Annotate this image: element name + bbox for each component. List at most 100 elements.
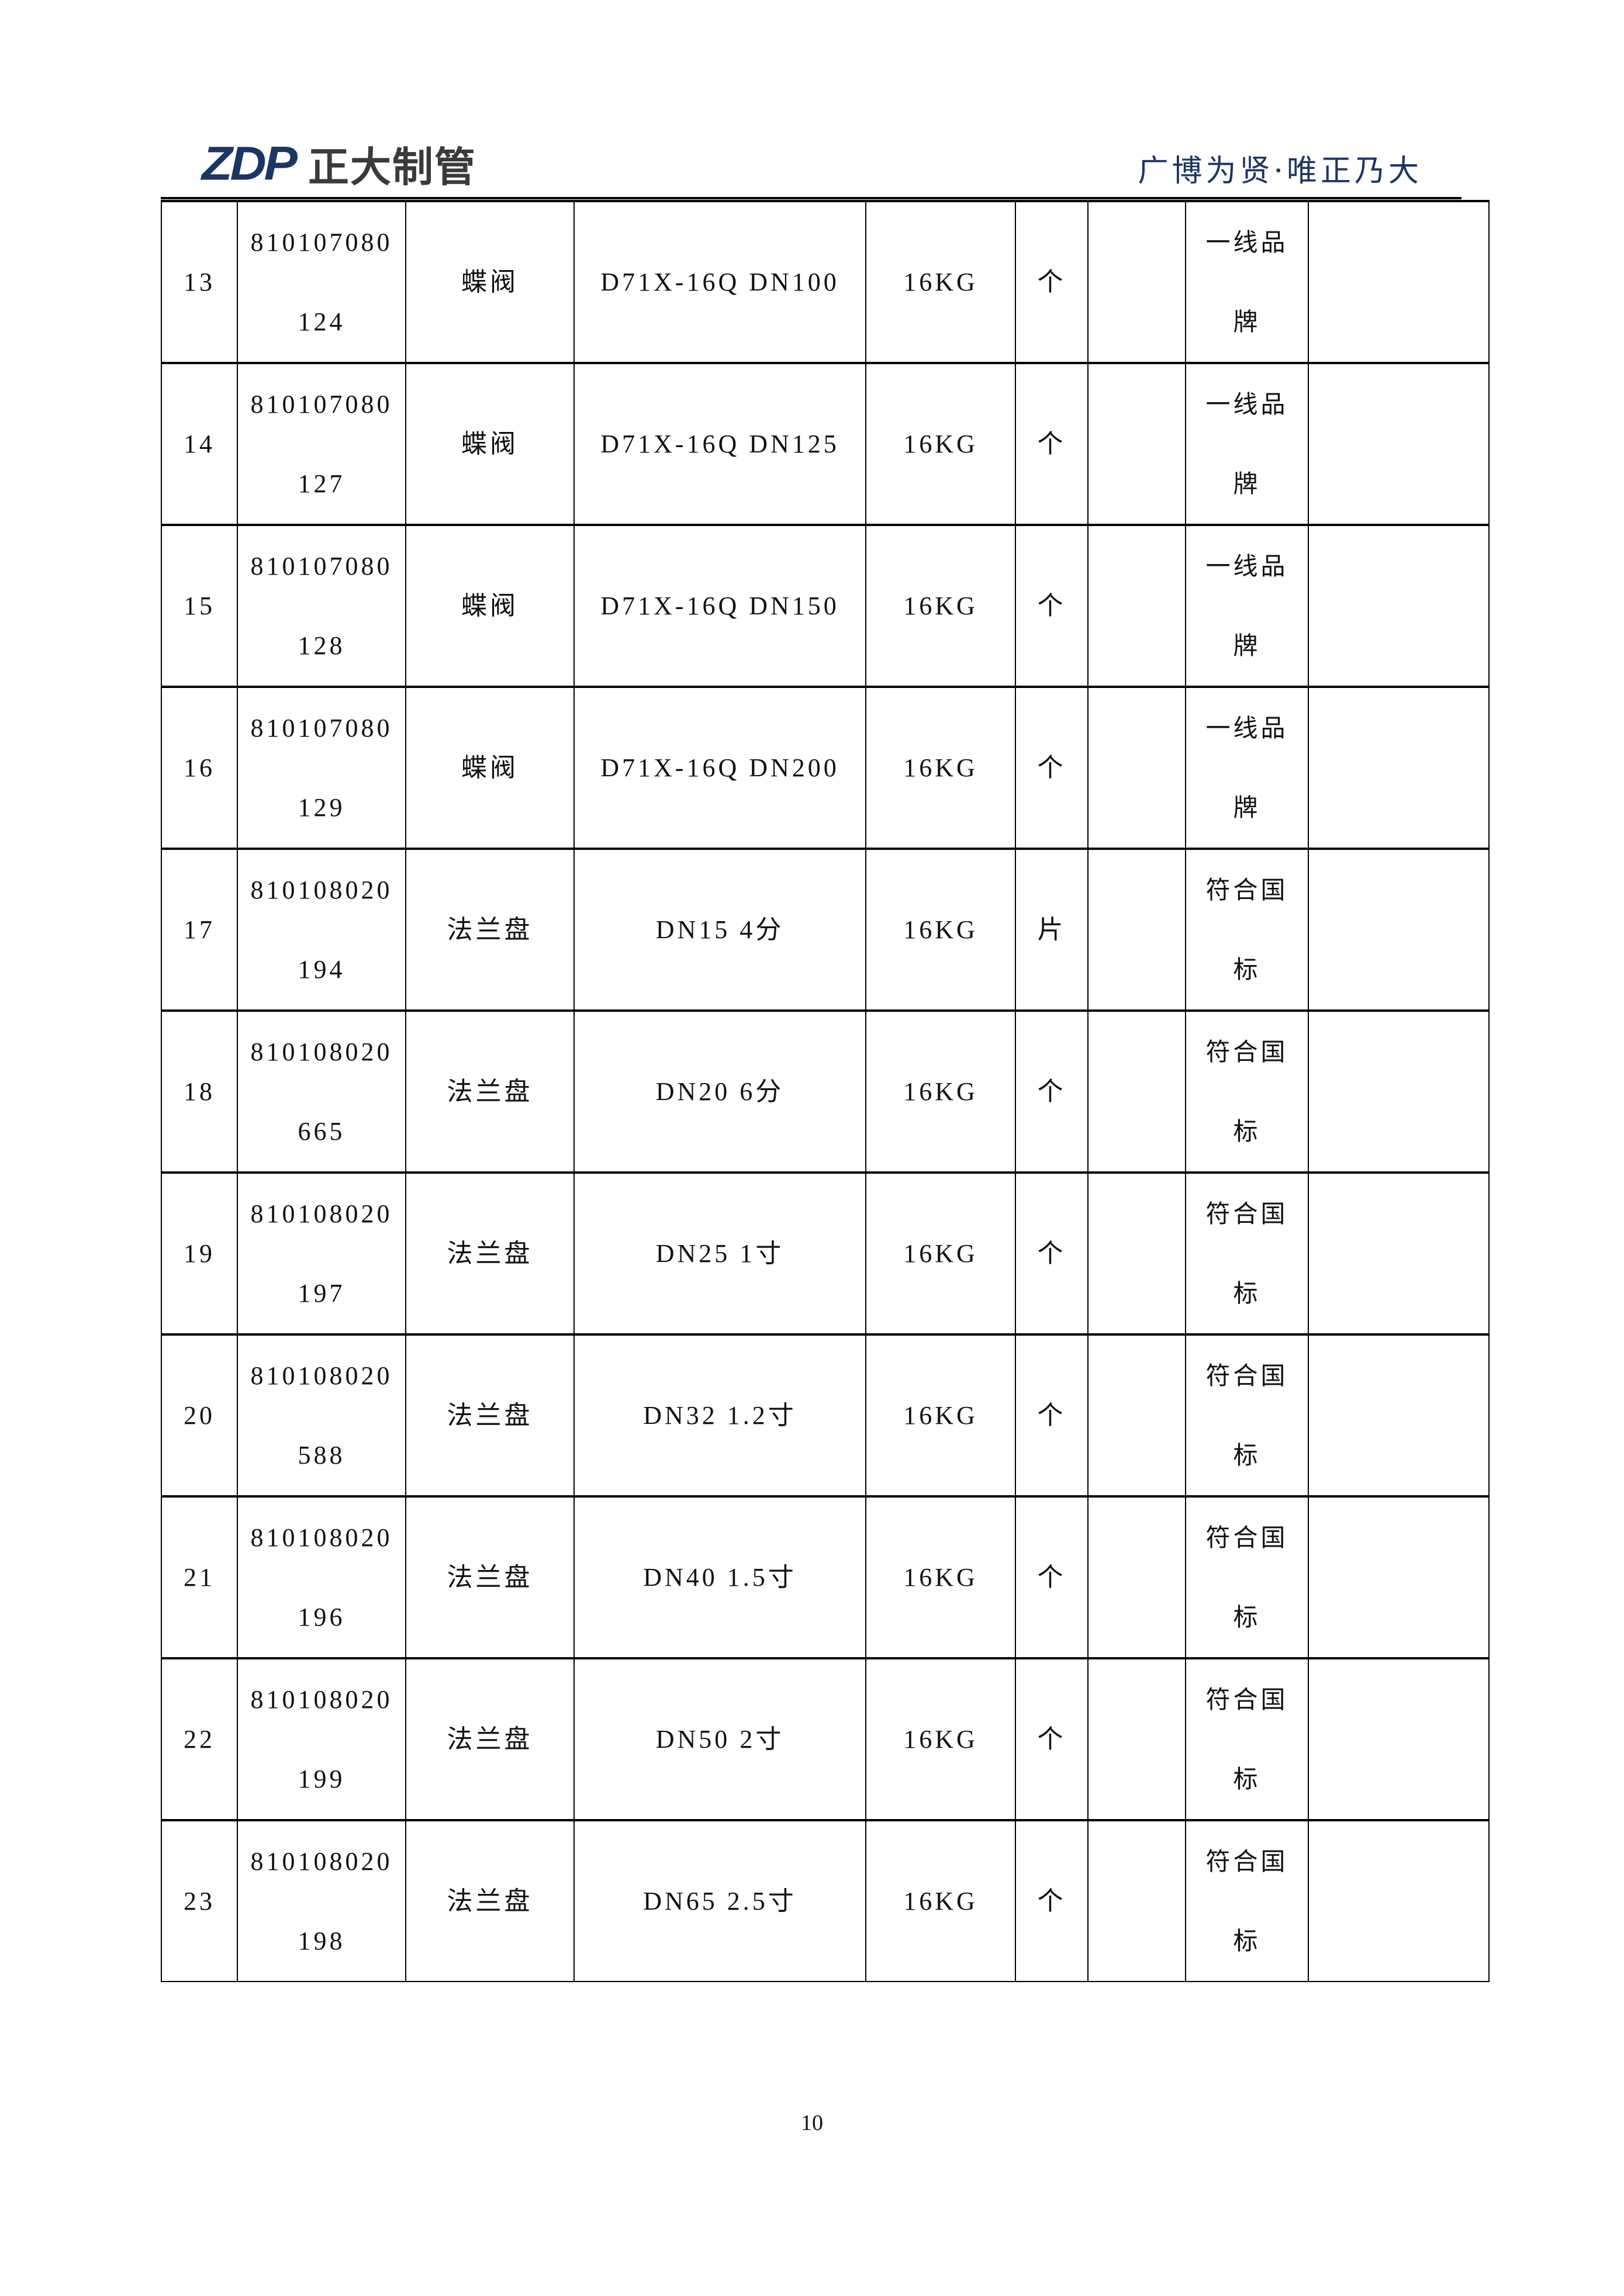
standard: 符合国标	[1185, 1820, 1309, 1982]
quantity	[1087, 848, 1186, 1011]
standard-line: 符合国	[1205, 1199, 1288, 1228]
standard: 符合国标	[1185, 1496, 1309, 1659]
standard: 符合国标	[1185, 1172, 1309, 1335]
company-logo: ZDP 正大制管	[202, 137, 476, 191]
quantity	[1087, 200, 1186, 364]
row-number: 22	[161, 1658, 238, 1821]
logo-text: 正大制管	[308, 143, 476, 191]
material-code-line: 124	[298, 307, 345, 336]
standard-line: 一线品	[1205, 389, 1288, 419]
table-row: 20 810108020 588 法兰盘 DN32 1.2寸 16KG 个符合国标	[161, 1334, 1490, 1497]
remarks	[1308, 1496, 1490, 1659]
material-code-line: 198	[298, 1926, 345, 1955]
table-row: 22 810108020 199 法兰盘 DN50 2寸 16KG 个符合国标	[161, 1658, 1490, 1821]
unit: 片	[1015, 848, 1089, 1011]
unit: 个	[1015, 1172, 1089, 1335]
remarks	[1308, 1172, 1490, 1335]
standard-line: 符合国	[1205, 1361, 1288, 1390]
item-name: 法兰盘	[405, 1172, 575, 1335]
standard-line: 标	[1233, 1764, 1261, 1793]
unit: 个	[1015, 524, 1089, 687]
unit: 个	[1015, 1334, 1089, 1497]
material-code: 810107080 124	[237, 200, 406, 364]
standard-line: 符合国	[1205, 1685, 1288, 1714]
item-name: 法兰盘	[405, 1820, 575, 1982]
material-code-line: 810107080	[250, 713, 393, 742]
pressure-rating: 16KG	[865, 200, 1016, 364]
material-code-line: 129	[298, 793, 345, 822]
standard: 一线品牌	[1185, 362, 1309, 525]
pressure-rating: 16KG	[865, 524, 1016, 687]
remarks	[1308, 1010, 1490, 1173]
quantity	[1087, 362, 1186, 525]
standard-line: 标	[1233, 1602, 1261, 1631]
table-row: 23 810108020 198 法兰盘 DN65 2.5寸 16KG 个符合国标	[161, 1820, 1490, 1982]
standard: 一线品牌	[1185, 524, 1309, 687]
material-code: 810108020 196	[237, 1496, 406, 1659]
material-code-line: 196	[298, 1602, 345, 1631]
material-code-line: 810107080	[250, 551, 393, 580]
material-code: 810108020 198	[237, 1820, 406, 1982]
row-number: 20	[161, 1334, 238, 1497]
remarks	[1308, 362, 1490, 525]
material-code-line: 810108020	[250, 1361, 393, 1390]
material-code: 810108020 197	[237, 1172, 406, 1335]
material-code: 810108020 199	[237, 1658, 406, 1821]
standard-line: 标	[1233, 1440, 1261, 1469]
pressure-rating: 16KG	[865, 1496, 1016, 1659]
item-spec: DN50 2寸	[573, 1658, 866, 1821]
row-number: 17	[161, 848, 238, 1011]
standard-line: 一线品	[1205, 713, 1288, 742]
item-spec: D71X-16Q DN125	[573, 362, 866, 525]
unit: 个	[1015, 1010, 1089, 1173]
item-spec: D71X-16Q DN100	[573, 200, 866, 364]
material-code-line: 810108020	[250, 1685, 393, 1714]
unit: 个	[1015, 1658, 1089, 1821]
material-code-line: 128	[298, 631, 345, 660]
item-spec: D71X-16Q DN200	[573, 686, 866, 849]
standard-line: 牌	[1233, 469, 1261, 498]
material-code: 810108020 588	[237, 1334, 406, 1497]
unit: 个	[1015, 200, 1089, 364]
item-name: 法兰盘	[405, 848, 575, 1011]
standard: 符合国标	[1185, 1334, 1309, 1497]
row-number: 19	[161, 1172, 238, 1335]
quantity	[1087, 1334, 1186, 1497]
material-code-line: 810108020	[250, 1523, 393, 1552]
row-number: 23	[161, 1820, 238, 1982]
remarks	[1308, 200, 1490, 364]
standard: 一线品牌	[1185, 200, 1309, 364]
item-name: 蝶阀	[405, 362, 575, 525]
item-name: 法兰盘	[405, 1334, 575, 1497]
row-number: 16	[161, 686, 238, 849]
material-code: 810108020 194	[237, 848, 406, 1011]
material-code-line: 197	[298, 1278, 345, 1308]
pressure-rating: 16KG	[865, 1820, 1016, 1982]
table-row: 19 810108020 197 法兰盘 DN25 1寸 16KG 个符合国标	[161, 1172, 1490, 1335]
row-number: 14	[161, 362, 238, 525]
page-number: 10	[801, 2111, 823, 2135]
material-code-line: 810108020	[250, 1199, 393, 1228]
item-spec: DN20 6分	[573, 1010, 866, 1173]
item-name: 蝶阀	[405, 686, 575, 849]
pressure-rating: 16KG	[865, 1334, 1016, 1497]
table-row: 13 810107080 124 蝶阀 D71X-16Q DN100 16KG 个一线品牌	[161, 200, 1490, 364]
table-row: 21 810108020 196 法兰盘 DN40 1.5寸 16KG 个符合国标	[161, 1496, 1490, 1659]
row-number: 15	[161, 524, 238, 687]
standard-line: 符合国	[1205, 1523, 1288, 1552]
materials-table: 13 810107080 124 蝶阀 D71X-16Q DN100 16KG 个一线品牌 1…	[161, 200, 1490, 1982]
material-code-line: 588	[298, 1440, 345, 1469]
standard: 符合国标	[1185, 1658, 1309, 1821]
material-code: 810108020 665	[237, 1010, 406, 1173]
standard-line: 一线品	[1205, 227, 1288, 257]
remarks	[1308, 1334, 1490, 1497]
standard-line: 标	[1233, 1116, 1261, 1146]
material-code-line: 810108020	[250, 875, 393, 904]
item-spec: D71X-16Q DN150	[573, 524, 866, 687]
material-code-line: 810108020	[250, 1037, 393, 1066]
item-name: 蝶阀	[405, 524, 575, 687]
material-code-line: 194	[298, 955, 345, 984]
material-code-line: 199	[298, 1764, 345, 1793]
row-number: 13	[161, 200, 238, 364]
remarks	[1308, 524, 1490, 687]
